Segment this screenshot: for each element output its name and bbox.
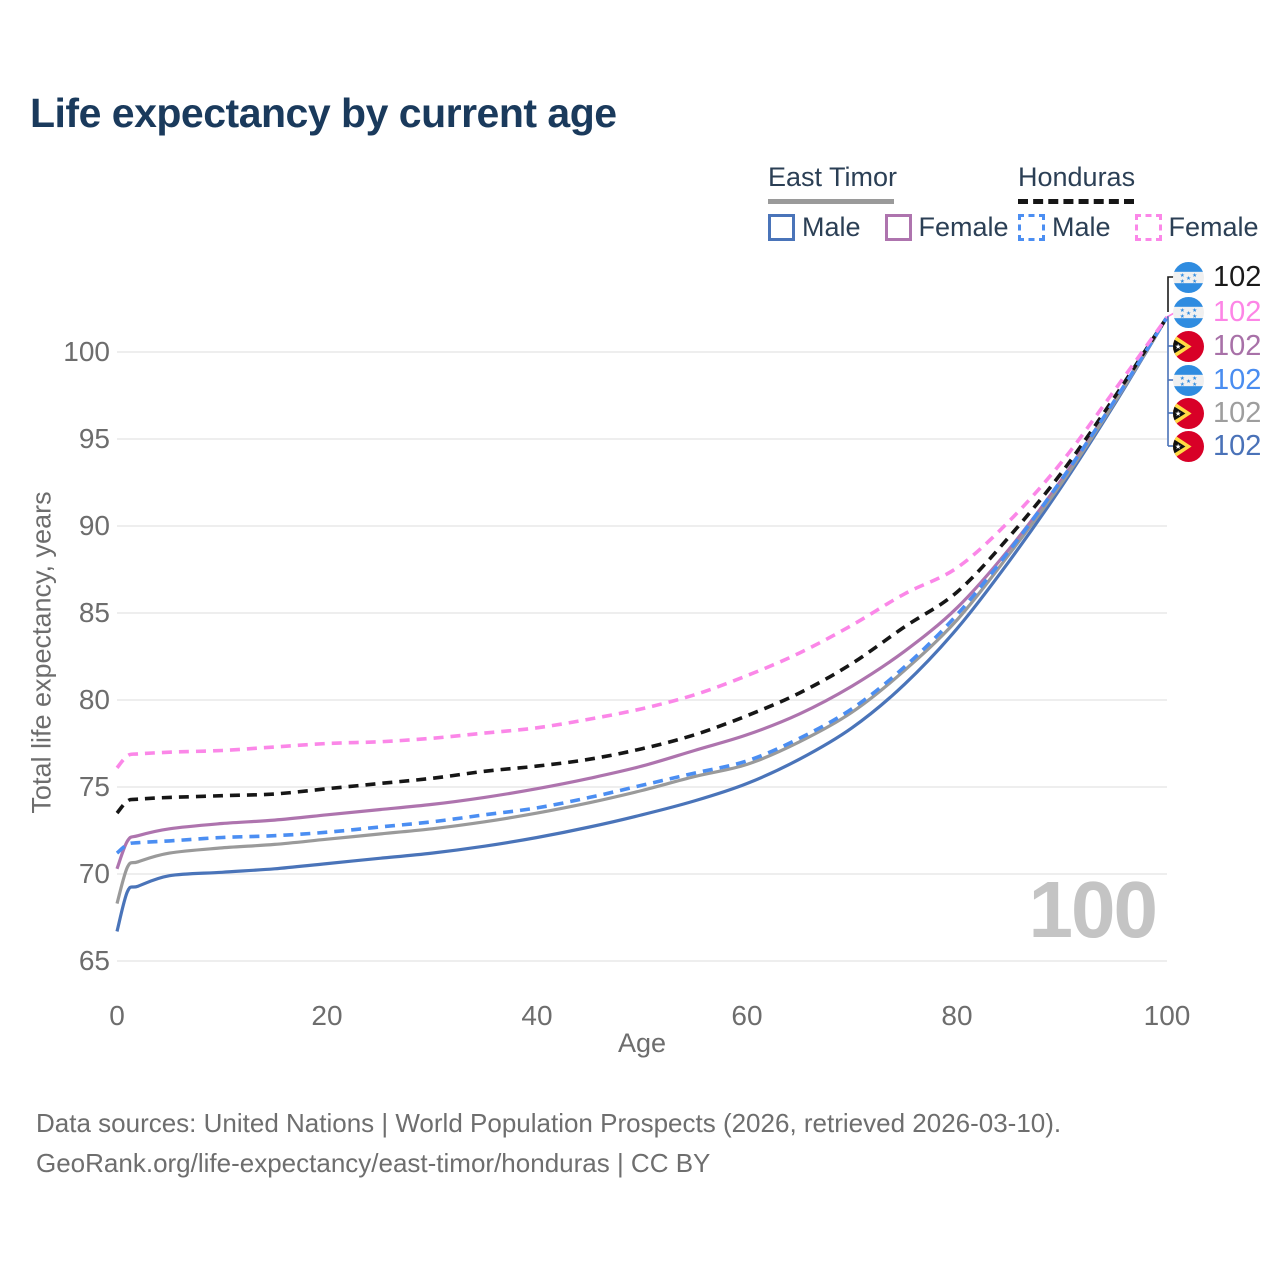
legend-group-title: East Timor xyxy=(768,162,898,192)
legend-item-label: Female xyxy=(918,212,1009,242)
end-label-honduras-all: ★ ★ ★ ★ ★ 102 xyxy=(1173,260,1261,294)
series-line-honduras-female[interactable] xyxy=(115,316,1169,770)
east-timor-flag-icon: ★ xyxy=(1173,430,1204,462)
end-value: 102 xyxy=(1213,397,1262,429)
y-tick-100: 100 xyxy=(63,336,110,367)
end-value: 102 xyxy=(1213,296,1262,328)
end-label-east-timor-male: ★ 102 xyxy=(1173,429,1261,463)
x-tick-20: 20 xyxy=(311,1000,343,1031)
svg-text:★: ★ xyxy=(1175,342,1181,351)
svg-text:★: ★ xyxy=(1180,277,1185,284)
x-tick-80: 80 xyxy=(941,1000,973,1031)
end-value: 102 xyxy=(1213,330,1262,362)
svg-text:★: ★ xyxy=(1175,442,1181,451)
svg-text:★: ★ xyxy=(1180,312,1185,319)
east-timor-flag-icon: ★ xyxy=(1173,397,1204,429)
y-axis-title: Total life expectancy, years xyxy=(26,491,57,814)
legend-line-sample-solid xyxy=(768,199,894,204)
legend-item-label: Male xyxy=(1052,212,1111,242)
east-timor-flag-icon: ★ xyxy=(1173,330,1204,362)
leader-line-2 xyxy=(1167,316,1169,446)
page-title: Life expectancy by current age xyxy=(30,90,617,136)
legend-line-sample-dashed xyxy=(1018,199,1134,204)
legend-item-east-timor-male[interactable]: Male xyxy=(768,212,861,243)
legend-swatch-solid-purple xyxy=(884,214,912,241)
honduras-flag-icon: ★ ★★★ ★ xyxy=(1173,364,1204,396)
svg-text:★: ★ xyxy=(1180,380,1185,387)
svg-text:★: ★ xyxy=(1192,277,1197,284)
x-tick-60: 60 xyxy=(731,1000,763,1031)
series-line-east-timor-male[interactable] xyxy=(115,316,1169,932)
legend-group-east-timor: East Timor Male Female xyxy=(768,162,1009,243)
svg-text:★: ★ xyxy=(1192,271,1197,278)
end-label-east-timor-female: ★ 102 xyxy=(1173,329,1261,363)
y-tick-75: 75 xyxy=(78,771,110,802)
svg-text:★: ★ xyxy=(1186,274,1191,281)
end-label-east-timor-all: ★ 102 xyxy=(1173,396,1261,430)
svg-text:★: ★ xyxy=(1186,377,1191,384)
y-tick-80: 80 xyxy=(78,684,110,715)
svg-text:★: ★ xyxy=(1180,306,1185,313)
x-tick-40: 40 xyxy=(521,1000,553,1031)
svg-text:★: ★ xyxy=(1192,306,1197,313)
svg-text:★: ★ xyxy=(1192,312,1197,319)
end-label-honduras-male: ★ ★ ★ ★ ★ 102 xyxy=(1173,363,1261,397)
y-tick-65: 65 xyxy=(78,945,110,976)
legend-item-honduras-female[interactable]: Female xyxy=(1134,212,1259,243)
y-tick-85: 85 xyxy=(78,597,110,628)
legend-group-honduras: Honduras Male Female xyxy=(1018,162,1259,243)
legend-item-honduras-male[interactable]: Male xyxy=(1018,212,1111,243)
series-line-honduras-male[interactable] xyxy=(115,316,1169,855)
series-line-honduras-both-sexes-[interactable] xyxy=(115,316,1169,815)
end-label-honduras-female: ★ ★ ★ ★ ★ 102 xyxy=(1173,295,1261,329)
legend-swatch-dashed-pink xyxy=(1134,214,1162,241)
svg-text:★: ★ xyxy=(1186,309,1191,316)
legend-item-label: Male xyxy=(802,212,861,242)
svg-text:★: ★ xyxy=(1192,380,1197,387)
age-watermark: 100 xyxy=(1028,865,1158,954)
x-tick-0: 0 xyxy=(109,1000,125,1031)
end-value: 102 xyxy=(1213,364,1262,396)
legend-swatch-dashed-blue xyxy=(1018,214,1045,241)
series-line-east-timor-both-sexes-[interactable] xyxy=(115,316,1169,905)
legend-item-label: Female xyxy=(1168,212,1259,242)
svg-text:★: ★ xyxy=(1180,374,1185,381)
data-source-note: Data sources: United Nations | World Pop… xyxy=(36,1108,1062,1138)
end-value: 102 xyxy=(1213,430,1262,462)
honduras-flag-icon: ★ ★★★ ★ xyxy=(1173,261,1204,293)
legend-group-title: Honduras xyxy=(1018,162,1136,192)
legend-swatch-solid-blue xyxy=(768,214,795,241)
honduras-flag-icon: ★ ★★★ ★ xyxy=(1173,296,1204,328)
svg-text:★: ★ xyxy=(1180,271,1185,278)
y-tick-70: 70 xyxy=(78,858,110,889)
svg-text:★: ★ xyxy=(1192,374,1197,381)
attribution-note: GeoRank.org/life-expectancy/east-timor/h… xyxy=(36,1148,711,1178)
svg-text:★: ★ xyxy=(1175,409,1181,418)
legend-item-east-timor-female[interactable]: Female xyxy=(884,212,1009,243)
end-value: 102 xyxy=(1213,261,1262,293)
y-tick-95: 95 xyxy=(78,423,110,454)
x-axis-title: Age xyxy=(617,1028,667,1058)
y-tick-90: 90 xyxy=(78,510,110,541)
x-tick-100: 100 xyxy=(1143,1000,1191,1031)
